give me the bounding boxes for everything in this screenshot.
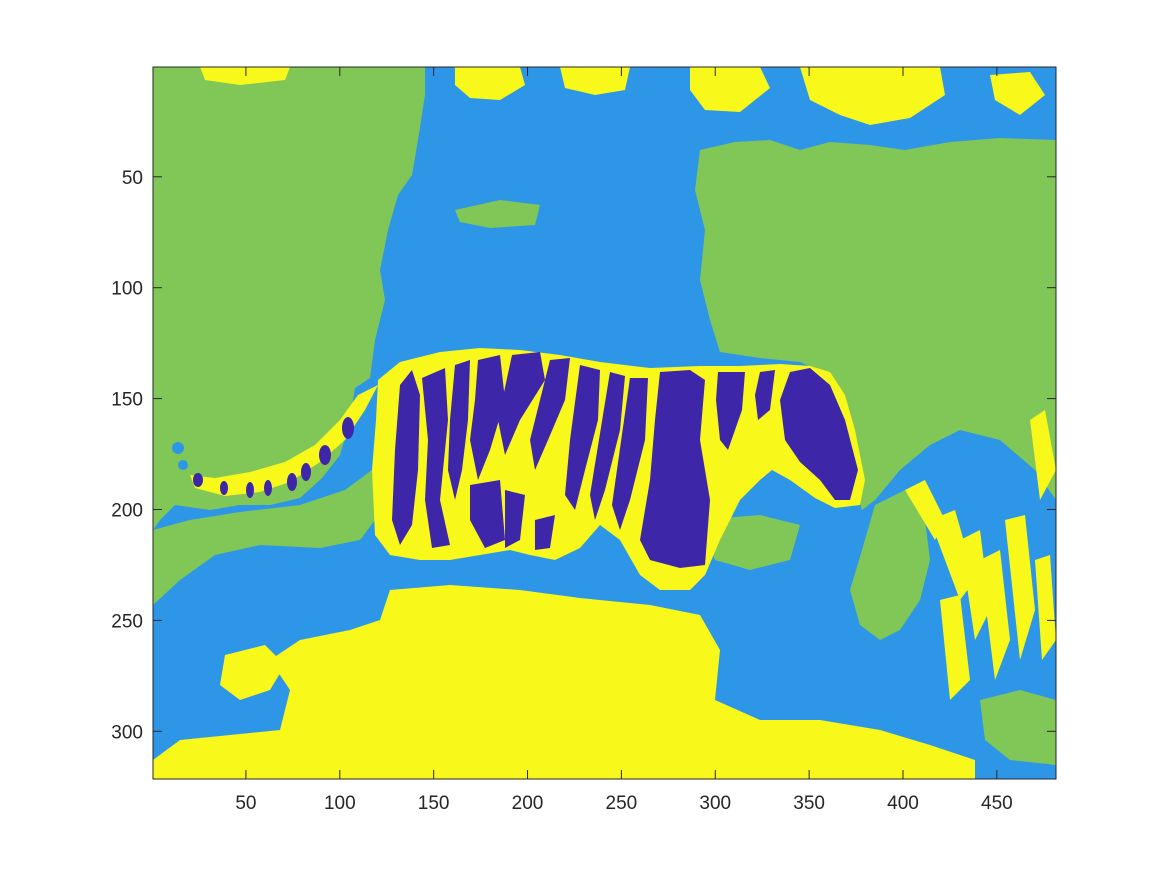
y-tick-label: 50 bbox=[122, 168, 143, 189]
region-yellow-top-2 bbox=[560, 67, 630, 95]
region-yellow-tail bbox=[190, 385, 378, 496]
region-purple-tail-rings bbox=[193, 417, 354, 498]
region-yellow-top-1 bbox=[455, 67, 525, 100]
segmented-tiger-image bbox=[153, 67, 1056, 779]
region-blue-dot bbox=[172, 442, 184, 454]
x-tick-label: 200 bbox=[512, 793, 544, 814]
region-yellow-top-4 bbox=[800, 67, 945, 125]
region-yellow-ground-2 bbox=[220, 645, 285, 700]
x-tick-label: 400 bbox=[887, 793, 919, 814]
x-tick-label: 350 bbox=[793, 793, 825, 814]
region-yellow-top-5 bbox=[200, 67, 290, 85]
region-purple-stripes bbox=[392, 352, 858, 568]
region-green-right-lower bbox=[850, 490, 930, 640]
axes-box bbox=[152, 66, 1057, 780]
region-yellow-ground bbox=[153, 585, 975, 779]
region-green-patch-top-mid bbox=[455, 200, 540, 228]
y-tick-label: 200 bbox=[111, 501, 143, 522]
region-green-left-lower bbox=[153, 470, 375, 605]
x-tick-label: 250 bbox=[606, 793, 638, 814]
region-green-right-bottom bbox=[980, 690, 1056, 765]
x-tick-label: 450 bbox=[981, 793, 1013, 814]
y-tick-label: 300 bbox=[111, 722, 143, 743]
y-tick-label: 150 bbox=[111, 390, 143, 411]
region-green-left bbox=[153, 67, 425, 530]
x-tick-label: 50 bbox=[235, 793, 256, 814]
region-yellow-right-streaks bbox=[905, 410, 1056, 700]
y-tick-label: 100 bbox=[111, 279, 143, 300]
region-yellow-top-3 bbox=[690, 67, 770, 112]
region-green-right bbox=[695, 138, 1056, 510]
region-blue-dot bbox=[178, 460, 188, 470]
x-axis-ticks: 50 100 150 200 250 300 350 400 450 bbox=[235, 67, 1013, 814]
y-axis-ticks: 50 100 150 200 250 300 bbox=[111, 168, 1056, 743]
y-tick-label: 250 bbox=[111, 611, 143, 632]
x-tick-label: 100 bbox=[324, 793, 356, 814]
x-tick-label: 150 bbox=[418, 793, 450, 814]
x-tick-label: 300 bbox=[699, 793, 731, 814]
region-yellow-top-6 bbox=[990, 72, 1045, 115]
